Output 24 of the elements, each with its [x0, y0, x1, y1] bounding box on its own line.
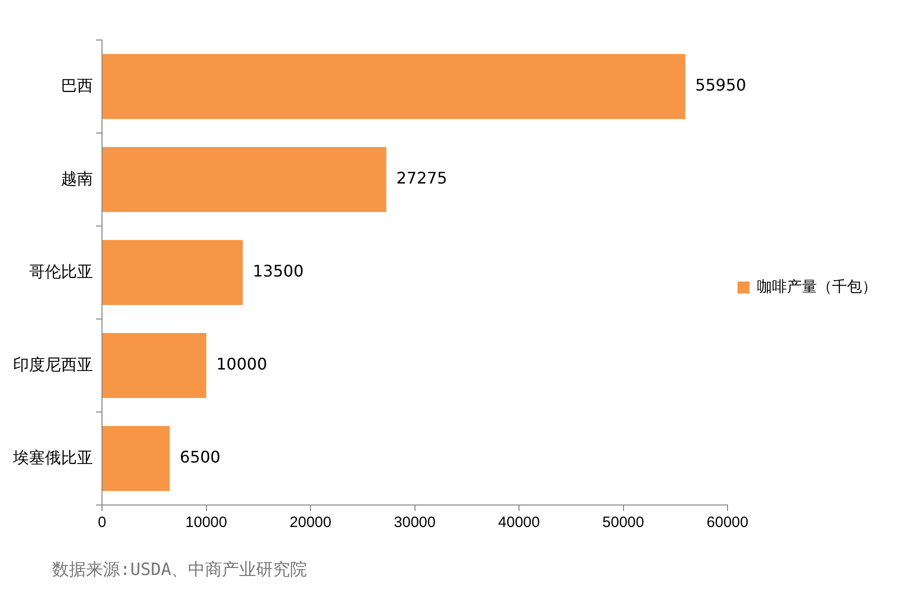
x-tick-label: 50000 [602, 514, 644, 532]
bar [102, 146, 386, 212]
data-label: 27275 [396, 168, 448, 188]
y-tick-label: 埃塞俄比亚 [12, 448, 93, 467]
x-tick-label: 40000 [498, 514, 540, 532]
bar [102, 240, 243, 306]
y-tick-label: 越南 [61, 170, 93, 188]
y-tick-label: 巴西 [61, 78, 93, 95]
x-tick-label: 10000 [185, 514, 228, 532]
x-tick-label: 30000 [394, 514, 436, 532]
x-tick-label: 60000 [706, 514, 748, 532]
data-label: 6500 [180, 448, 220, 467]
data-label: 55950 [695, 76, 746, 95]
bar [102, 332, 206, 398]
source-note: 数据来源:USDA、中商产业研究院 [52, 559, 308, 581]
y-tick-label: 印度尼西亚 [13, 356, 93, 374]
x-tick-label: 0 [98, 514, 106, 532]
bar [102, 54, 686, 120]
bar [102, 426, 170, 492]
legend-label: 咖啡产量（千包） [757, 278, 877, 296]
x-tick-label: 20000 [290, 514, 332, 532]
data-label: 13500 [252, 262, 304, 281]
data-label: 10000 [216, 354, 268, 374]
y-tick-label: 哥伦比亚 [29, 262, 93, 281]
